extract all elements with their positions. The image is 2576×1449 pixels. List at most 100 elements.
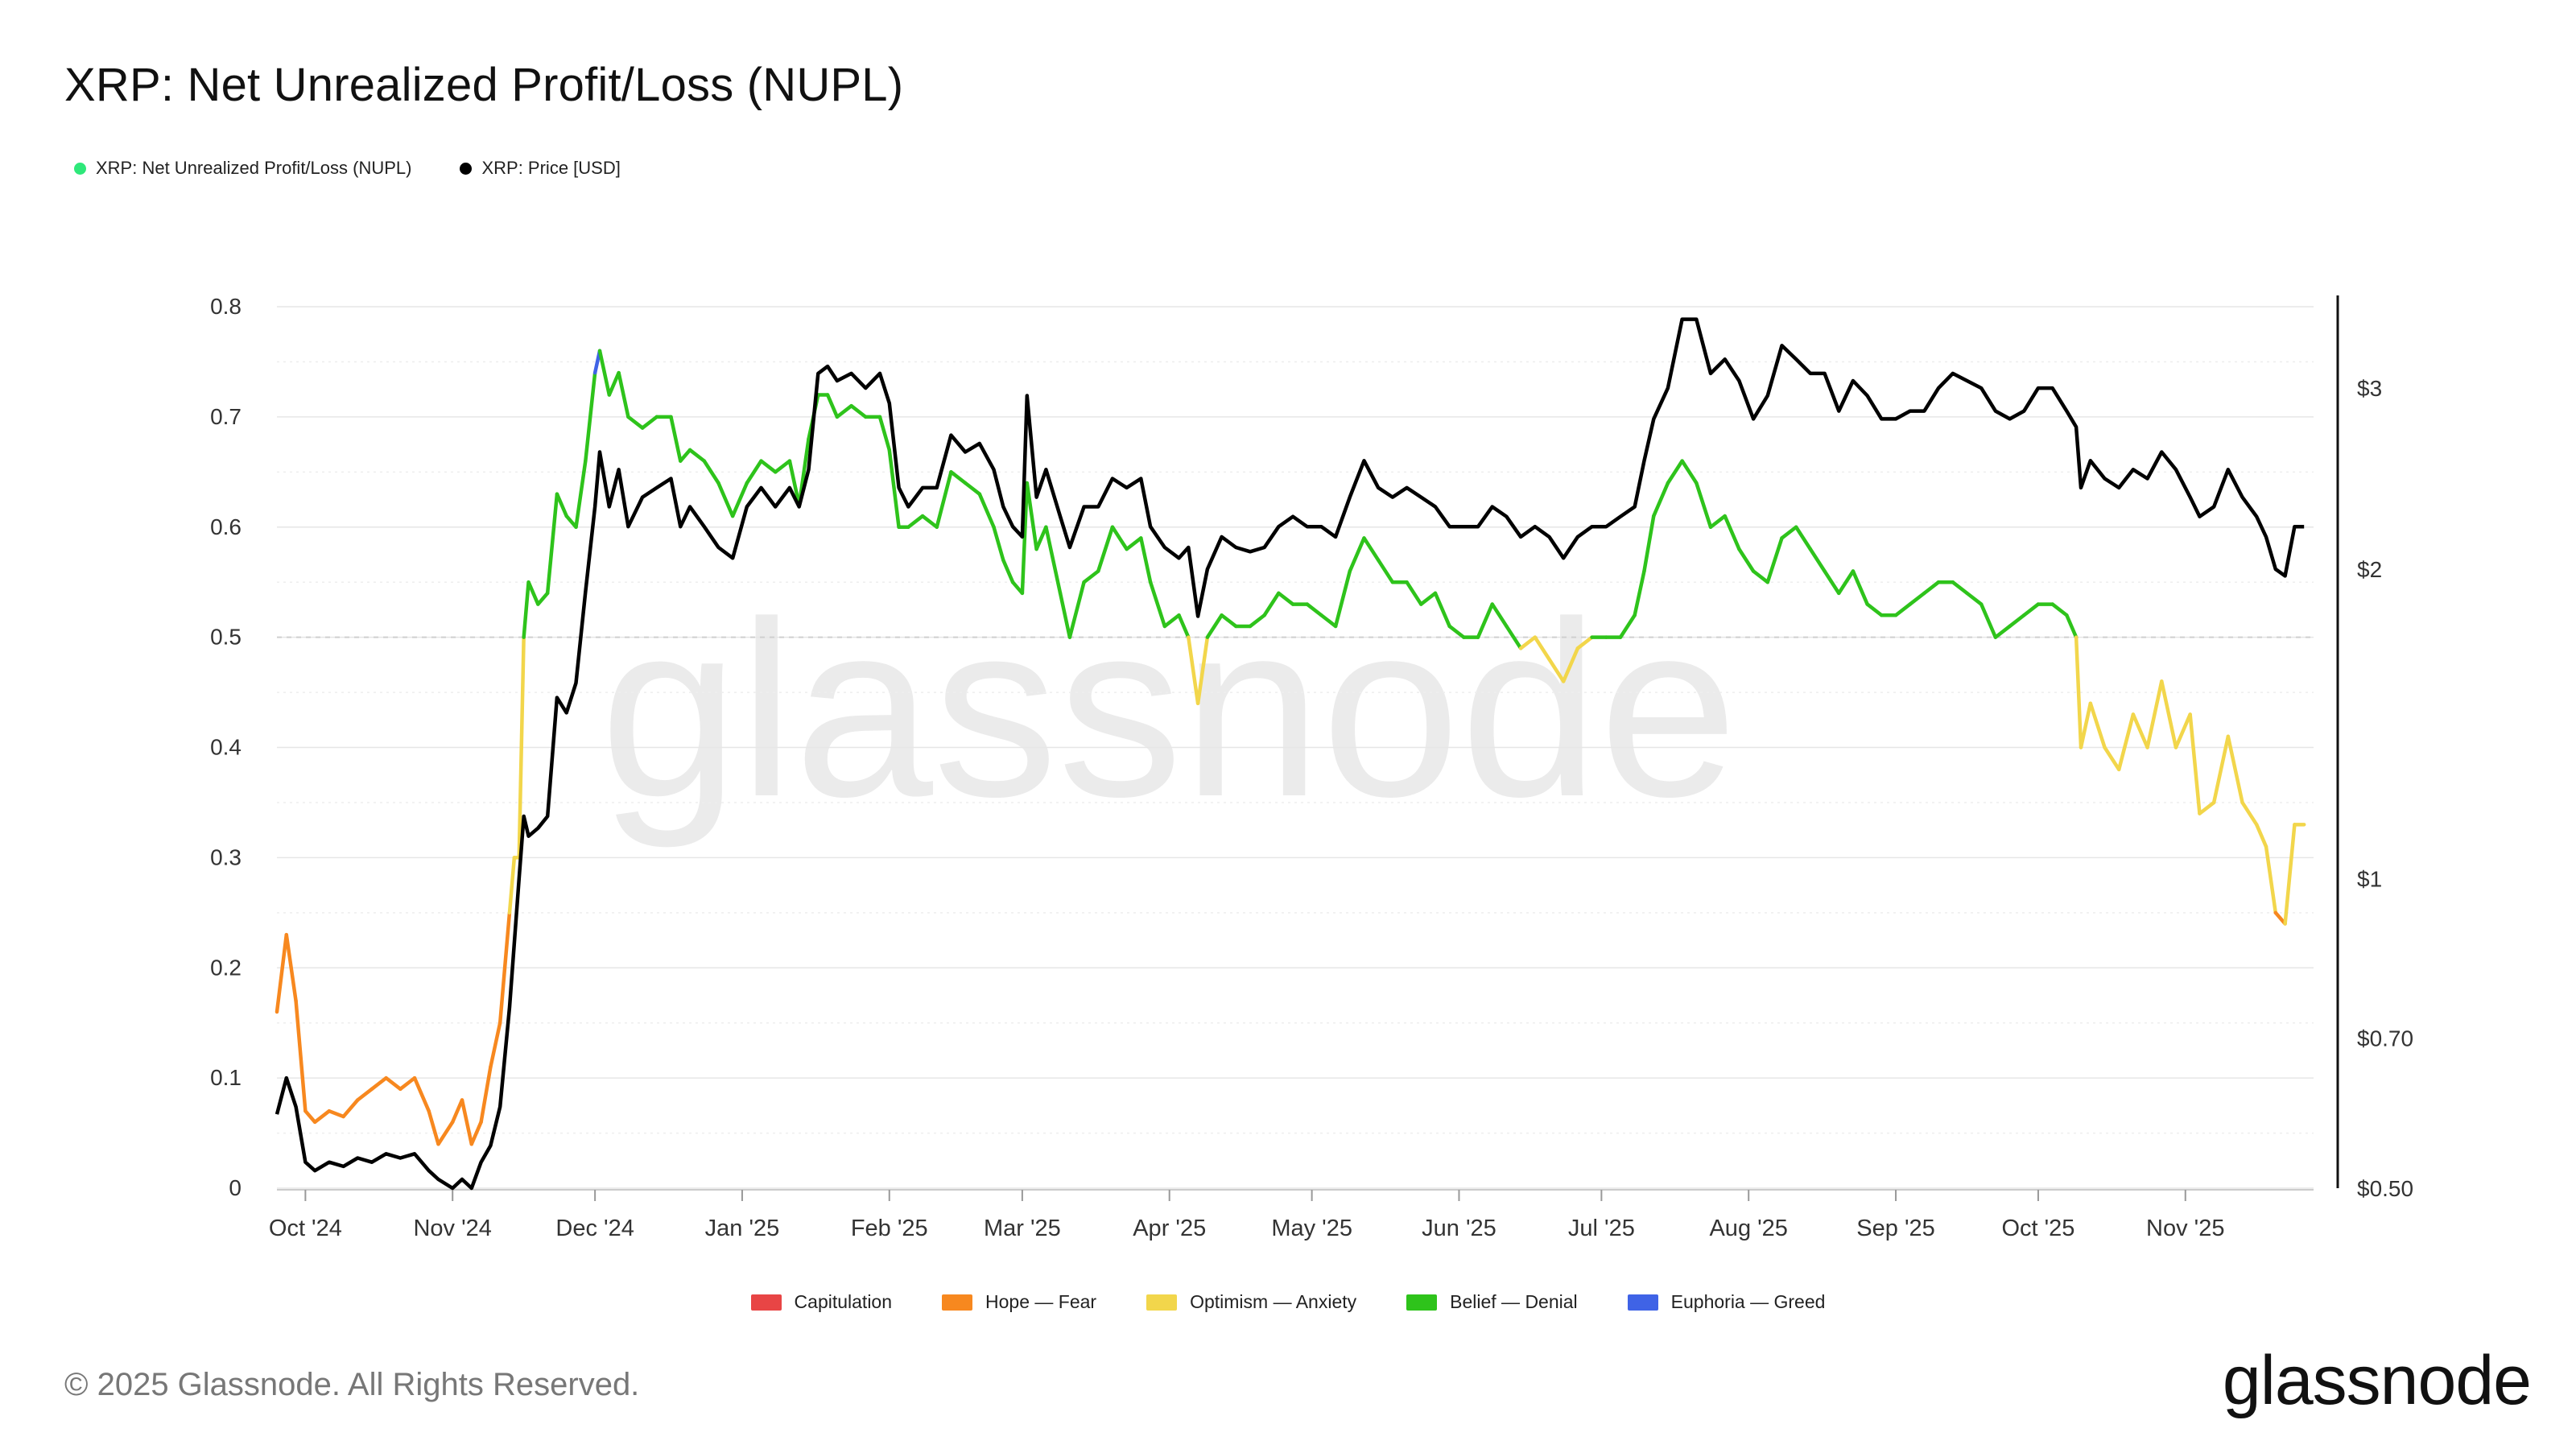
y-right-tick-label: $0.50 bbox=[2357, 1176, 2413, 1201]
nupl-segment bbox=[887, 448, 901, 529]
nupl-segment bbox=[1765, 536, 1784, 584]
nupl-segment bbox=[2079, 701, 2093, 749]
nupl-segment bbox=[1162, 613, 1181, 629]
nupl-segment bbox=[2022, 602, 2041, 617]
nupl-segment bbox=[479, 1065, 493, 1125]
nupl-segment bbox=[679, 448, 692, 463]
nupl-segment bbox=[369, 1075, 388, 1092]
zone-item-euphoria-greed[interactable]: Euphoria — Greed bbox=[1627, 1291, 1825, 1313]
y-left-tick-label: 0.1 bbox=[210, 1065, 242, 1090]
legend-label-price: XRP: Price [USD] bbox=[481, 158, 621, 178]
legend-dot-price bbox=[460, 162, 473, 175]
nupl-segment bbox=[536, 591, 550, 606]
nupl-segment bbox=[1058, 591, 1072, 639]
nupl-segment bbox=[1865, 602, 1884, 617]
nupl-segment bbox=[436, 1120, 455, 1146]
nupl-segment bbox=[555, 492, 568, 518]
nupl-segment bbox=[2283, 823, 2297, 926]
nupl-segment bbox=[507, 856, 517, 915]
nupl-segment bbox=[2088, 701, 2107, 749]
nupl-segment bbox=[1547, 657, 1566, 683]
zone-swatch-hope-fear bbox=[942, 1294, 973, 1311]
legend-dot-nupl bbox=[74, 162, 86, 175]
nupl-segment bbox=[1642, 514, 1656, 573]
x-tick-label: May '25 bbox=[1271, 1216, 1352, 1241]
nupl-segment bbox=[935, 470, 953, 529]
nupl-segment bbox=[398, 1075, 417, 1092]
nupl-segment bbox=[920, 514, 939, 529]
y-right-tick-label: $3 bbox=[2357, 376, 2382, 401]
nupl-segment bbox=[1248, 613, 1266, 629]
nupl-segment bbox=[992, 525, 1005, 563]
nupl-segment bbox=[384, 1075, 402, 1092]
nupl-segment bbox=[1922, 580, 1941, 596]
x-tick-label: Jan '25 bbox=[705, 1216, 780, 1241]
nupl-segment bbox=[1666, 459, 1684, 485]
nupl-segment bbox=[949, 470, 968, 485]
zone-item-capitulation[interactable]: Capitulation bbox=[750, 1291, 892, 1313]
legend-item-price[interactable]: XRP: Price [USD] bbox=[460, 158, 621, 179]
nupl-segment bbox=[835, 403, 853, 419]
nupl-segment bbox=[469, 1120, 483, 1146]
nupl-segment bbox=[1139, 536, 1153, 584]
nupl-segment bbox=[1419, 591, 1438, 606]
nupl-segment bbox=[327, 1108, 345, 1119]
nupl-segment bbox=[2116, 712, 2136, 772]
brand-logo: glassnode bbox=[2222, 1342, 2532, 1419]
nupl-segment bbox=[341, 1098, 360, 1119]
nupl-segment bbox=[450, 1098, 464, 1125]
nupl-segment bbox=[2131, 712, 2149, 749]
nupl-segment bbox=[1751, 569, 1770, 584]
nupl-segment bbox=[356, 1087, 374, 1102]
series-nupl bbox=[275, 349, 2306, 1146]
nupl-segment bbox=[2240, 800, 2259, 827]
y-left-tick-label: 0.6 bbox=[210, 514, 242, 539]
nupl-segment bbox=[2264, 844, 2278, 915]
grid-lines bbox=[277, 306, 2314, 1189]
nupl-segment bbox=[574, 459, 588, 529]
nupl-segment bbox=[1993, 624, 2012, 639]
nupl-segment bbox=[1708, 514, 1727, 529]
nupl-segment bbox=[497, 910, 512, 1025]
nupl-segment bbox=[669, 415, 683, 463]
nupl-segment bbox=[963, 481, 982, 496]
y-left-tick-label: 0 bbox=[229, 1175, 242, 1200]
x-tick-label: Mar '25 bbox=[984, 1216, 1061, 1241]
nupl-segment bbox=[716, 481, 735, 518]
nupl-segment bbox=[640, 415, 659, 430]
legend-item-nupl[interactable]: XRP: Net Unrealized Profit/Loss (NUPL) bbox=[74, 158, 411, 179]
nupl-segment bbox=[1794, 525, 1813, 551]
zone-item-belief-denial[interactable]: Belief — Denial bbox=[1406, 1291, 1578, 1313]
x-tick-label: Aug '25 bbox=[1709, 1216, 1787, 1241]
zone-item-optimism-anxiety[interactable]: Optimism — Anxiety bbox=[1146, 1291, 1356, 1313]
nupl-segment bbox=[1965, 591, 1984, 606]
nupl-segment bbox=[906, 514, 925, 529]
nupl-segment bbox=[1505, 624, 1523, 650]
nupl-segment bbox=[1405, 580, 1423, 606]
y-left-tick-label: 0.3 bbox=[210, 844, 242, 869]
zone-legend: Capitulation Hope — Fear Optimism — Anxi… bbox=[0, 1291, 2576, 1313]
nupl-segment bbox=[597, 349, 612, 397]
nupl-segment bbox=[1518, 635, 1538, 650]
nupl-segment bbox=[1187, 635, 1200, 705]
nupl-segment bbox=[584, 370, 597, 463]
y-right-tick-label: $2 bbox=[2357, 557, 2382, 582]
nupl-segment bbox=[1001, 558, 1015, 584]
nupl-segment bbox=[607, 370, 621, 397]
nupl-segment bbox=[1096, 525, 1115, 573]
zone-label-hope-fear: Hope — Fear bbox=[985, 1291, 1097, 1312]
nupl-segment bbox=[2103, 745, 2121, 772]
x-axis: Oct '24 Nov '24 Dec '24 Jan '25 Feb '25 Mar '… bbox=[269, 1189, 2314, 1241]
nupl-segment bbox=[2174, 712, 2192, 749]
nupl-segment bbox=[1808, 547, 1827, 573]
watermark: glassnode bbox=[600, 569, 1737, 850]
zone-swatch-euphoria-greed bbox=[1627, 1294, 1658, 1311]
x-tick-label: Feb '25 bbox=[851, 1216, 928, 1241]
nupl-segment bbox=[1447, 624, 1466, 639]
zone-item-hope-fear[interactable]: Hope — Fear bbox=[942, 1291, 1096, 1313]
nupl-segment bbox=[427, 1108, 440, 1146]
y-left-tick-label: 0.2 bbox=[210, 955, 242, 980]
nupl-segment bbox=[1305, 602, 1323, 617]
nupl-segment bbox=[2198, 800, 2216, 815]
nupl-segment bbox=[1433, 591, 1451, 629]
